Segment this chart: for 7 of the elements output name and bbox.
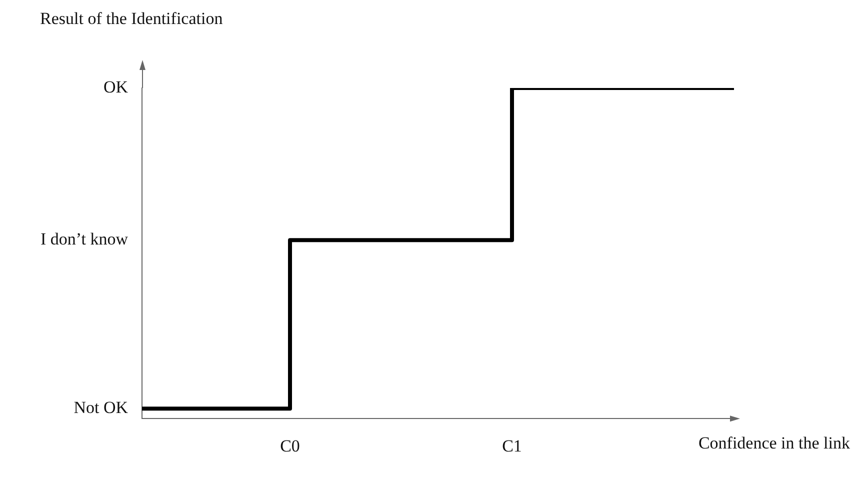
x-tick-label: C1 bbox=[502, 436, 522, 456]
x-tick-label: C0 bbox=[280, 436, 300, 456]
text: Not OK bbox=[74, 398, 129, 418]
text: OK bbox=[103, 77, 129, 96]
text: I don’t know bbox=[40, 230, 129, 249]
x-axis-title: Confidence in the link bbox=[698, 434, 850, 453]
y-axis-title: Result of the Identification bbox=[40, 9, 224, 28]
